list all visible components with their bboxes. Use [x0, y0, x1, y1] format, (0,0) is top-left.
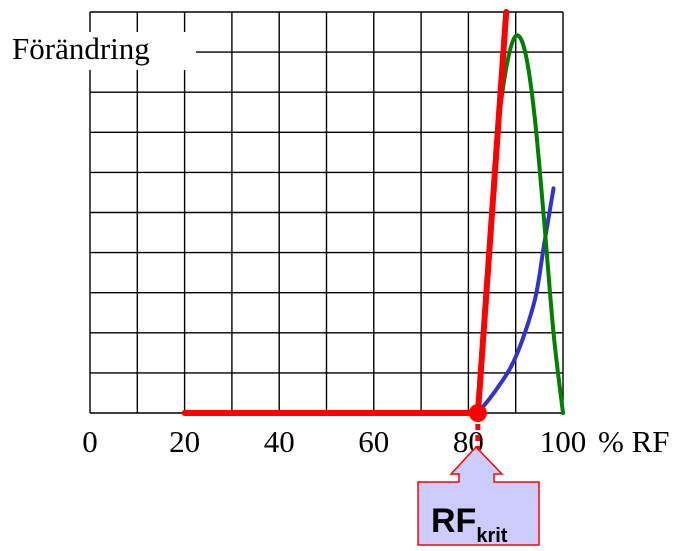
x-unit-label: % RF [598, 424, 670, 459]
y-axis-label: Förändring [12, 31, 150, 66]
rf-krit-callout: RFkrit [417, 445, 540, 547]
rf-krit-sub: krit [476, 525, 507, 547]
y-label-background [10, 32, 196, 70]
series-group [181, 9, 565, 462]
x-tick-label: 60 [358, 424, 389, 459]
x-tick-label: 100 [540, 424, 587, 459]
rf-krit-main: RF [431, 502, 476, 540]
svg-text:RFkrit: RFkrit [431, 502, 508, 547]
threshold-marker [468, 404, 487, 422]
x-tick-label: 40 [264, 424, 295, 459]
x-tick-labels: 0 20 40 60 80 100 [82, 424, 586, 459]
x-tick-label: 0 [82, 424, 98, 459]
rf-krit-arrow [417, 445, 540, 546]
x-tick-label: 20 [169, 424, 200, 459]
